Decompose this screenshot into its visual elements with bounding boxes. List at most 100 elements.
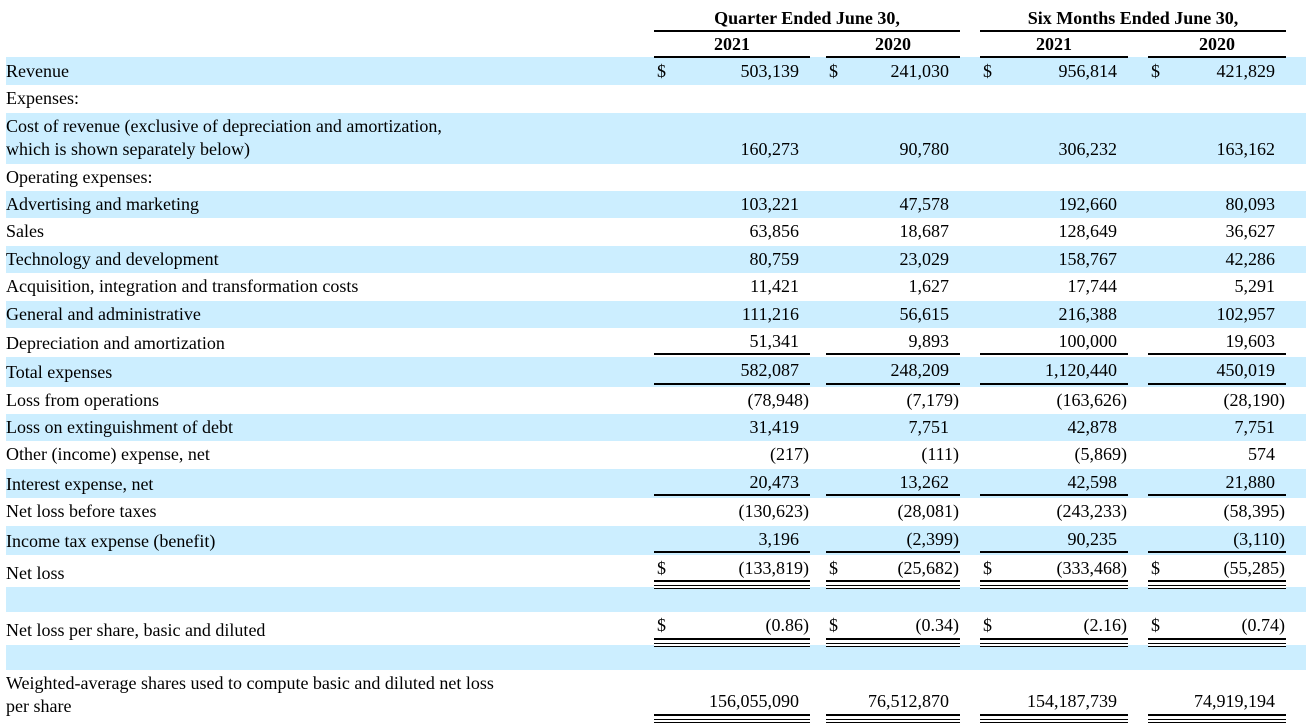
cell-value: 21,880	[1225, 471, 1276, 492]
value-cell: $241,030	[826, 57, 960, 85]
value-group: (243,233)	[980, 500, 1128, 523]
cell-value: 1,627	[908, 276, 950, 297]
value-group: 1,627	[826, 275, 960, 298]
column-gap	[810, 31, 826, 57]
cell-value: 7,751	[908, 417, 950, 438]
table-row: Total expenses 582,087 248,209 1,120,440 450…	[6, 357, 1307, 387]
row-label: Technology and development	[6, 248, 219, 269]
value-cell: 63,856	[654, 218, 810, 245]
value-cell: 5,291	[1148, 273, 1286, 300]
value-cell: 192,660	[980, 191, 1128, 218]
value-cell	[980, 645, 1128, 670]
cell-value: (130,623)	[738, 501, 810, 522]
value-cell: 216,388	[980, 301, 1128, 328]
year-header-sm-2020: 2020	[1148, 31, 1287, 58]
value-group: $ (55,285)	[1148, 557, 1287, 583]
row-label-cell: Total expenses	[6, 357, 654, 386]
column-gap	[810, 387, 826, 414]
row-label: Net loss per share, basic and diluted	[6, 620, 266, 641]
value-group: 42,878	[980, 416, 1128, 439]
value-group: $956,814	[980, 60, 1128, 83]
cell-value: 80,093	[1225, 193, 1276, 214]
value-cell: 111,216	[654, 301, 810, 328]
cell-value: 80,759	[749, 248, 800, 269]
column-gap	[810, 612, 826, 644]
value-group: (3,110)	[1148, 528, 1287, 554]
row-label-cell: Advertising and marketing	[6, 191, 654, 218]
value-group: $503,139	[654, 60, 810, 83]
value-cell: 102,957	[1148, 301, 1286, 328]
cell-value: 574	[1248, 444, 1276, 465]
value-group: (78,948)	[654, 389, 810, 412]
column-gap	[1128, 469, 1148, 498]
cell-value: (2.16)	[1083, 615, 1128, 636]
value-group: 20,473	[654, 471, 810, 497]
column-gap	[810, 218, 826, 245]
table-row: Net loss per share, basic and diluted $ (0…	[6, 612, 1306, 647]
table-row: Sales 63,856 18,687 128,649 36,627	[6, 218, 1306, 245]
value-cell: 1,120,440	[980, 357, 1129, 386]
cell-value: (217)	[770, 444, 809, 465]
column-gap	[1128, 246, 1148, 273]
value-cell	[980, 164, 1128, 191]
row-label-cell: Cost of revenue (exclusive of depreciati…	[6, 113, 654, 164]
value-cell: 90,780	[826, 113, 960, 164]
value-group: 156,055,090	[654, 690, 810, 716]
dollar-sign: $	[829, 615, 838, 636]
column-gap	[1128, 301, 1148, 328]
value-cell: 47,578	[826, 191, 960, 218]
cell-value: (5,869)	[1074, 444, 1128, 465]
row-label: Total expenses	[6, 362, 113, 383]
row-label: Loss on extinguishment of debt	[6, 417, 233, 438]
value-group: $ (0.86)	[654, 614, 810, 640]
value-group: 19,603	[1148, 330, 1287, 356]
header-spacer	[6, 4, 654, 31]
value-cell: $421,829	[1148, 57, 1286, 85]
value-cell: (3,110)	[1148, 526, 1287, 555]
row-label: Other (income) expense, net	[6, 444, 210, 465]
value-group: 5,291	[1148, 275, 1286, 298]
value-group: (28,081)	[826, 500, 960, 523]
row-label-cell: Loss from operations	[6, 387, 654, 414]
right-pad	[1286, 4, 1306, 31]
row-label: Acquisition, integration and transformat…	[6, 276, 359, 297]
cell-value: 503,139	[740, 61, 800, 81]
cell-value: (78,948)	[747, 389, 810, 410]
cell-value: 192,660	[1058, 193, 1118, 214]
column-gap	[810, 670, 826, 721]
column-gap	[960, 113, 980, 164]
table-row: Cost of revenue (exclusive of depreciati…	[6, 112, 1307, 164]
column-gap	[960, 555, 980, 587]
column-gap	[1128, 612, 1148, 644]
cell-value: 306,232	[1058, 139, 1118, 160]
cell-value: 216,388	[1058, 303, 1118, 324]
value-cell: 42,598	[980, 469, 1129, 498]
column-gap	[1128, 85, 1148, 112]
cell-value: 19,603	[1225, 330, 1276, 351]
row-label-cell: Weighted-average shares used to compute …	[6, 670, 654, 721]
column-gap	[960, 612, 980, 644]
table-row: Technology and development 80,759 23,029 15…	[6, 245, 1307, 274]
cell-value: (111)	[921, 444, 960, 465]
cell-value: 74,919,194	[1194, 691, 1276, 712]
value-group: 582,087	[654, 359, 810, 385]
value-cell: 19,603	[1148, 328, 1287, 357]
cell-value: (55,285)	[1223, 558, 1286, 579]
table-body: Revenue $503,139 $241,030 $956,814 $421,829 E…	[6, 57, 1307, 723]
value-group: 36,627	[1148, 220, 1286, 243]
row-label: Revenue	[6, 61, 69, 81]
row-label-cell: Technology and development	[6, 246, 654, 273]
dollar-sign: $	[983, 558, 993, 579]
value-cell: (78,948)	[654, 387, 810, 414]
cell-value: 18,687	[899, 221, 950, 242]
value-group: $ (133,819)	[654, 557, 810, 583]
period-header-quarter: Quarter Ended June 30,	[654, 4, 961, 32]
row-label-cell	[6, 587, 654, 612]
value-cell: 20,473	[654, 469, 810, 498]
table-row: Depreciation and amortization 51,341 9,893…	[6, 328, 1306, 357]
column-gap	[810, 191, 826, 218]
cell-value: 56,615	[899, 303, 950, 324]
dollar-sign: $	[983, 61, 993, 81]
table-row: General and administrative 111,216 56,615 2…	[6, 300, 1307, 328]
column-gap	[1128, 670, 1148, 721]
